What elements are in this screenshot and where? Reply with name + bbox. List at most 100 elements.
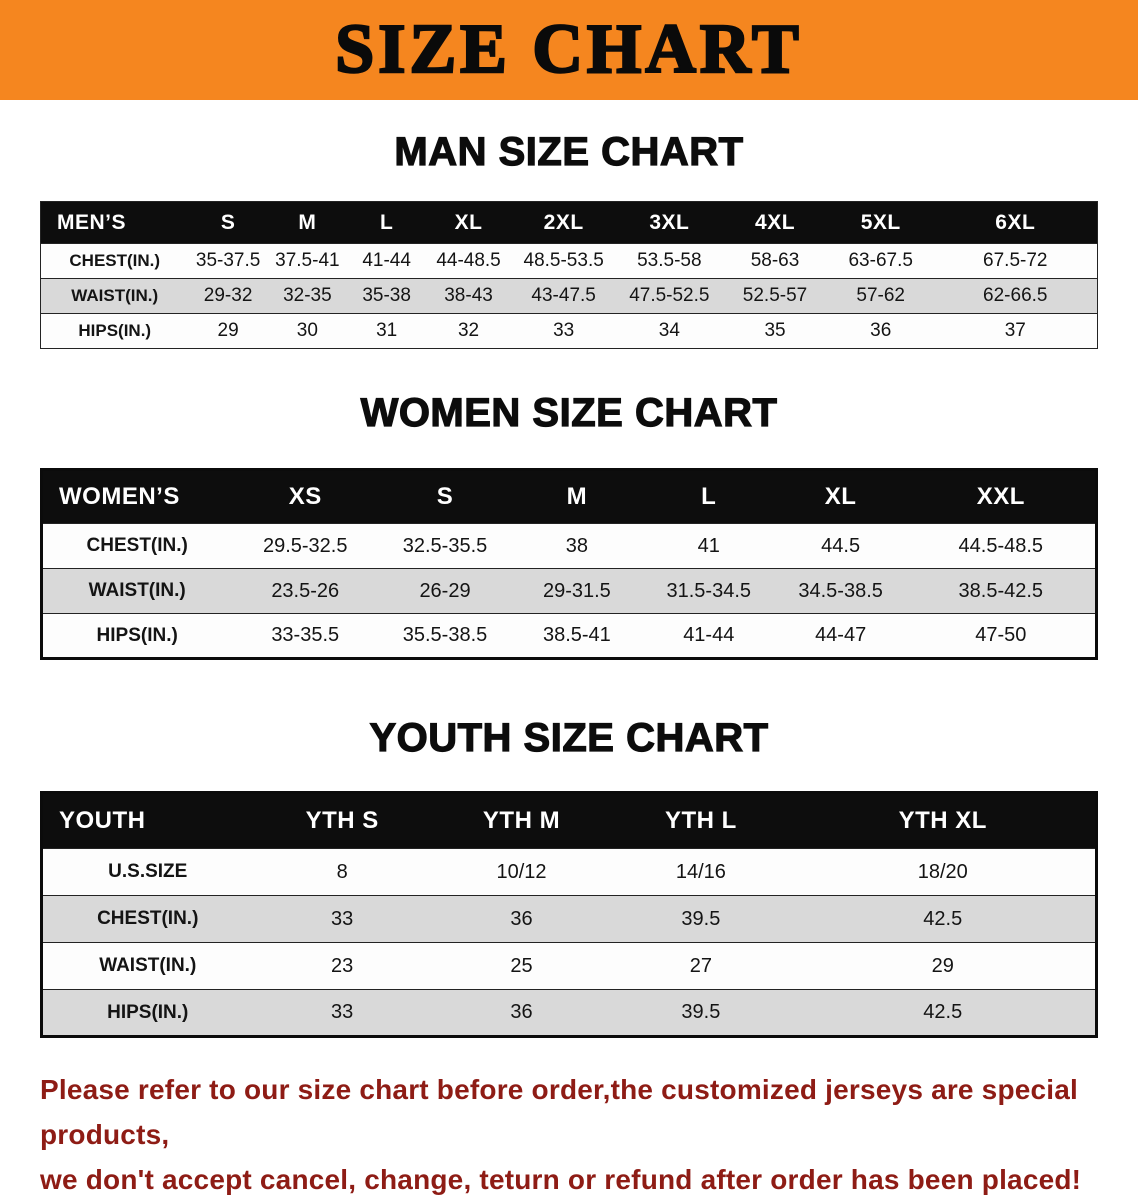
size-value-cell: 38.5-42.5	[906, 568, 1097, 614]
size-value-cell: 33	[510, 313, 617, 349]
size-value-cell: 57-62	[827, 278, 934, 314]
size-header-cell: S	[188, 201, 268, 244]
size-value-cell: 35.5-38.5	[379, 613, 511, 659]
size-value-cell: 30	[267, 313, 347, 349]
size-header-cell: YTH M	[431, 792, 612, 849]
size-value-cell: 58-63	[722, 243, 828, 279]
size-value-cell: 62-66.5	[933, 278, 1098, 314]
size-header-cell: 5XL	[827, 201, 934, 244]
size-value-cell: 35	[722, 313, 828, 349]
size-value-cell: 34	[616, 313, 723, 349]
table-row: CHEST(IN.) 29.5-32.5 32.5-35.5 38 41 44.5 44.5…	[41, 523, 1097, 569]
size-header-cell: XL	[426, 201, 511, 244]
women-section: WOMEN SIZE CHART WOMEN’S XS S M L XL XXL CHEST(…	[0, 390, 1138, 660]
table-row: WAIST(IN.) 29-32 32-35 35-38 38-43 43-47.5 47.…	[40, 278, 1098, 314]
row-label-cell: CHEST(IN.)	[40, 243, 189, 279]
size-value-cell: 38-43	[426, 278, 511, 314]
section-heading-youth: YOUTH SIZE CHART	[369, 715, 769, 760]
size-value-cell: 42.5	[790, 895, 1097, 943]
size-header-cell: YTH L	[611, 792, 791, 849]
size-value-cell: 32-35	[267, 278, 347, 314]
table-row: WAIST(IN.) 23 25 27 29	[41, 942, 1097, 990]
size-value-cell: 44.5-48.5	[906, 523, 1097, 569]
table-row: HIPS(IN.) 33-35.5 35.5-38.5 38.5-41 41-44 44-…	[41, 613, 1097, 659]
size-value-cell: 44-47	[774, 613, 907, 659]
row-label-cell: HIPS(IN.)	[41, 989, 253, 1037]
size-value-cell: 34.5-38.5	[774, 568, 907, 614]
size-header-cell: XS	[231, 469, 380, 524]
size-value-cell: 18/20	[790, 848, 1097, 896]
size-value-cell: 35-38	[347, 278, 427, 314]
size-header-cell: M	[510, 469, 643, 524]
size-header-cell: 6XL	[933, 201, 1098, 244]
table-title-cell: YOUTH	[41, 792, 253, 849]
size-value-cell: 32	[426, 313, 511, 349]
table-row: WAIST(IN.) 23.5-26 26-29 29-31.5 31.5-34.5 34…	[41, 568, 1097, 614]
size-value-cell: 43-47.5	[510, 278, 617, 314]
table-row: U.S.SIZE 8 10/12 14/16 18/20	[41, 848, 1097, 896]
size-header-cell: L	[347, 201, 427, 244]
size-value-cell: 29.5-32.5	[231, 523, 380, 569]
size-header-cell: 3XL	[616, 201, 723, 244]
youth-section: YOUTH SIZE CHART YOUTH YTH S YTH M YTH L YTH…	[0, 715, 1138, 1038]
size-value-cell: 37	[933, 313, 1098, 349]
size-value-cell: 48.5-53.5	[510, 243, 617, 279]
size-value-cell: 47-50	[906, 613, 1097, 659]
table-title-cell: MEN’S	[40, 201, 189, 244]
size-header-cell: 2XL	[510, 201, 617, 244]
size-header-cell: S	[379, 469, 511, 524]
table-row: HIPS(IN.) 33 36 39.5 42.5	[41, 989, 1097, 1037]
size-value-cell: 14/16	[611, 848, 791, 896]
size-value-cell: 37.5-41	[267, 243, 347, 279]
women-size-table: WOMEN’S XS S M L XL XXL CHEST(IN.) 29.5-32.5 32.5…	[40, 468, 1098, 660]
size-value-cell: 29	[188, 313, 268, 349]
size-header-cell: XL	[774, 469, 907, 524]
row-label-cell: WAIST(IN.)	[41, 568, 232, 614]
size-value-cell: 25	[431, 942, 612, 990]
size-value-cell: 33-35.5	[231, 613, 380, 659]
size-value-cell: 44.5	[774, 523, 907, 569]
section-heading-men: MAN SIZE CHART	[394, 129, 744, 174]
size-value-cell: 26-29	[379, 568, 511, 614]
table-header-row: YOUTH YTH S YTH M YTH L YTH XL	[41, 792, 1097, 849]
table-title-cell: WOMEN’S	[41, 469, 232, 524]
size-header-cell: M	[267, 201, 347, 244]
row-label-cell: HIPS(IN.)	[40, 313, 189, 349]
size-value-cell: 36	[431, 895, 612, 943]
size-value-cell: 41-44	[642, 613, 775, 659]
size-value-cell: 31	[347, 313, 427, 349]
size-value-cell: 67.5-72	[933, 243, 1098, 279]
section-heading-women: WOMEN SIZE CHART	[360, 390, 778, 435]
notice-line-2: we don't accept cancel, change, teturn o…	[40, 1163, 1082, 1195]
row-label-cell: CHEST(IN.)	[41, 895, 253, 943]
row-label-cell: U.S.SIZE	[41, 848, 253, 896]
size-value-cell: 31.5-34.5	[642, 568, 775, 614]
size-value-cell: 52.5-57	[722, 278, 828, 314]
size-value-cell: 41-44	[347, 243, 427, 279]
size-header-cell: L	[642, 469, 775, 524]
size-value-cell: 27	[611, 942, 791, 990]
size-value-cell: 29	[790, 942, 1097, 990]
size-value-cell: 35-37.5	[188, 243, 268, 279]
youth-size-table: YOUTH YTH S YTH M YTH L YTH XL U.S.SIZE 8 10/12…	[40, 791, 1098, 1038]
row-label-cell: WAIST(IN.)	[40, 278, 189, 314]
row-label-cell: CHEST(IN.)	[41, 523, 232, 569]
notice-line-1: Please refer to our size chart before or…	[40, 1074, 1079, 1150]
footer-notice: Please refer to our size chart before or…	[40, 1068, 1098, 1202]
men-size-table: MEN’S S M L XL 2XL 3XL 4XL 5XL 6XL CHEST(IN.) 35-37…	[40, 201, 1098, 349]
size-value-cell: 29-32	[188, 278, 268, 314]
size-value-cell: 8	[252, 848, 432, 896]
banner: SIZE CHART	[0, 0, 1138, 100]
size-value-cell: 39.5	[611, 989, 791, 1037]
size-header-cell: YTH XL	[790, 792, 1097, 849]
table-row: HIPS(IN.) 29 30 31 32 33 34 35 36 37	[40, 313, 1098, 349]
size-value-cell: 53.5-58	[616, 243, 723, 279]
size-value-cell: 23.5-26	[231, 568, 380, 614]
size-value-cell: 38	[510, 523, 643, 569]
size-value-cell: 36	[431, 989, 612, 1037]
table-row: CHEST(IN.) 35-37.5 37.5-41 41-44 44-48.5 48.5…	[40, 243, 1098, 279]
size-value-cell: 44-48.5	[426, 243, 511, 279]
table-header-row: MEN’S S M L XL 2XL 3XL 4XL 5XL 6XL	[40, 201, 1098, 244]
row-label-cell: WAIST(IN.)	[41, 942, 253, 990]
